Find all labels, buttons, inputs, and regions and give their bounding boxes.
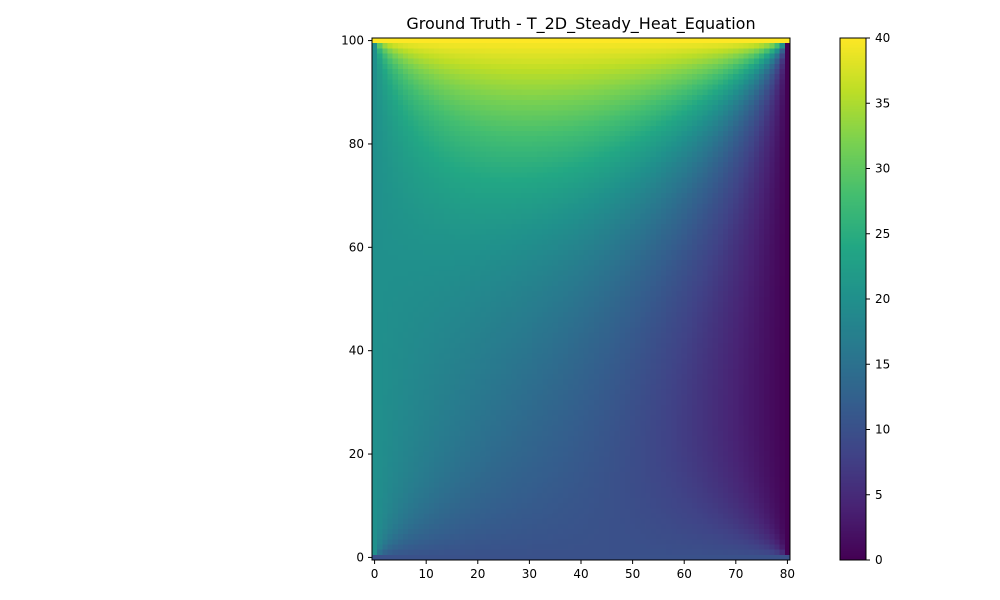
- chart-title: Ground Truth - T_2D_Steady_Heat_Equation: [406, 14, 755, 34]
- colorbar-tick-label: 40: [875, 31, 890, 45]
- colorbar-tick-label: 15: [875, 357, 890, 371]
- x-tick-label: 50: [625, 567, 640, 581]
- x-axis: 0 10 20 30 40 50 60 70 80: [371, 560, 795, 581]
- colorbar-tick-label: 30: [875, 162, 890, 176]
- y-tick-label: 20: [349, 447, 364, 461]
- y-tick-label: 40: [349, 344, 364, 358]
- y-axis: 0 20 40 60 80 100: [341, 34, 372, 564]
- colorbar-image: [840, 38, 866, 560]
- y-tick-label: 0: [356, 550, 364, 564]
- colorbar-tick-label: 0: [875, 553, 883, 567]
- colorbar: 0 5 10 15 20 25 30 35 40: [839, 31, 890, 567]
- y-tick-label: 80: [349, 137, 364, 151]
- y-tick-label: 60: [349, 240, 364, 254]
- x-tick-label: 40: [573, 567, 588, 581]
- x-tick-label: 0: [371, 567, 379, 581]
- x-tick-label: 20: [470, 567, 485, 581]
- x-tick-label: 80: [780, 567, 795, 581]
- colorbar-ticks: 0 5 10 15 20 25 30 35 40: [866, 31, 890, 567]
- colorbar-tick-label: 35: [875, 96, 890, 110]
- colorbar-tick-label: 10: [875, 423, 890, 437]
- y-tick-label: 100: [341, 34, 364, 48]
- x-tick-label: 30: [522, 567, 537, 581]
- colorbar-tick-label: 5: [875, 488, 883, 502]
- heatmap-image: [372, 38, 790, 560]
- x-tick-label: 70: [728, 567, 743, 581]
- heatmap-plot: [371, 37, 791, 561]
- x-tick-label: 60: [677, 567, 692, 581]
- colorbar-tick-label: 20: [875, 292, 890, 306]
- x-tick-label: 10: [419, 567, 434, 581]
- colorbar-tick-label: 25: [875, 227, 890, 241]
